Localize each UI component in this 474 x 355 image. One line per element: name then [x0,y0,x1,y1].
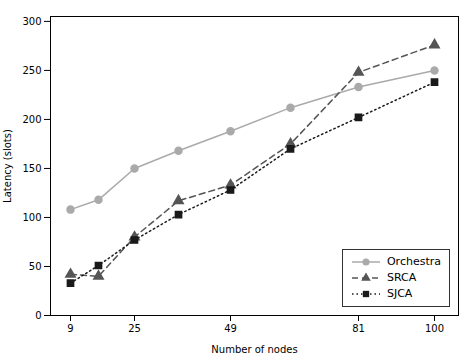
svg-text:81: 81 [352,323,365,334]
svg-text:50: 50 [29,261,42,272]
svg-text:100: 100 [425,323,444,334]
svg-text:100: 100 [22,212,41,223]
svg-text:150: 150 [22,163,41,174]
svg-text:Number of nodes: Number of nodes [211,344,297,355]
svg-text:49: 49 [224,323,237,334]
svg-text:250: 250 [22,65,41,76]
svg-text:200: 200 [22,114,41,125]
svg-text:Latency (slots): Latency (slots) [2,129,13,203]
html-text:Orchestra: Orchestra [387,255,441,268]
svg-text:9: 9 [67,323,73,334]
html-text:SJCA: SJCA [387,287,413,300]
svg-text:0: 0 [35,310,41,321]
html-text:SRCA: SRCA [387,271,417,284]
svg-text:25: 25 [128,323,141,334]
svg-text:300: 300 [22,16,41,27]
